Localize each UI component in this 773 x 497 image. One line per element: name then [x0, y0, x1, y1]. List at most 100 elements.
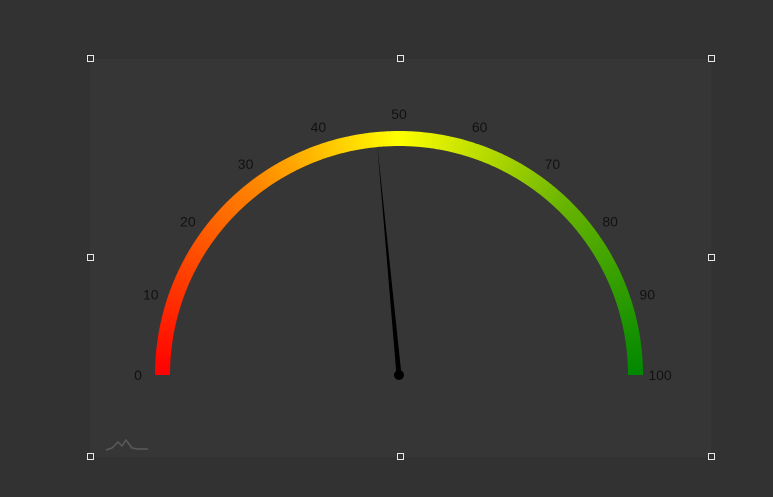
gauge-arc-segment: [542, 184, 555, 199]
gauge-arc: [155, 130, 643, 375]
gauge-arc-segment: [188, 247, 205, 259]
gauge-arc-segment: [476, 145, 486, 161]
gauge-arc-segment: [607, 274, 624, 285]
gauge-arc-segment: [623, 329, 640, 337]
resize-handle-bottom-left[interactable]: [87, 453, 94, 460]
gauge-arc-segment: [252, 177, 265, 192]
gauge-arc-segment: [610, 281, 627, 292]
gauge-arc-segment: [402, 131, 408, 147]
gauge-arc-segment: [288, 155, 299, 171]
gauge-arc-segment: [438, 134, 446, 151]
gauge-arc-segment: [553, 194, 567, 209]
gauge-arc-segment: [255, 175, 268, 190]
gauge-arc-segment: [627, 359, 643, 365]
gauge-arc-segment: [596, 250, 612, 263]
gauge-arc-segment: [298, 150, 309, 167]
gauge-arc-segment: [493, 152, 504, 169]
gauge-arc-segment: [246, 181, 260, 197]
gauge-arc-segment: [302, 149, 312, 165]
gauge-arc-segment: [606, 271, 622, 282]
gauge-arc-segment: [617, 303, 634, 312]
gauge-arc-segment: [268, 166, 280, 182]
chart-watermark-icon: [105, 438, 148, 451]
gauge-arc-segment: [620, 314, 637, 323]
gauge-arc-segment: [158, 328, 175, 336]
gauge-arc-segment: [323, 141, 333, 158]
resize-handle-top-left[interactable]: [87, 55, 94, 62]
gauge-arc-segment: [584, 231, 599, 244]
resize-handle-middle-left[interactable]: [87, 254, 94, 261]
gauge-arc-segment: [486, 149, 497, 166]
gauge-arc-segment: [570, 213, 585, 227]
gauge-arc-segment: [155, 370, 171, 375]
resize-handle-bottom-center[interactable]: [397, 453, 404, 460]
gauge-arc-segment: [489, 151, 500, 167]
gauge-arc-segment: [258, 172, 271, 188]
gauge-arc-segment: [594, 247, 610, 259]
gauge-arc-segment: [544, 186, 558, 202]
gauge-arc-segment: [155, 366, 171, 372]
gauge-tick-label: 60: [472, 119, 488, 135]
gauge-arc-segment: [550, 191, 564, 206]
gauge-arc-segment: [176, 270, 193, 281]
gauge-arc-segment: [586, 234, 602, 247]
gauge-arc-segment: [558, 199, 572, 214]
gauge-arc-segment: [334, 138, 343, 155]
gauge-arc-segment: [565, 207, 580, 222]
gauge-arc-segment: [615, 295, 632, 305]
gauge-arc-segment: [441, 135, 450, 151]
gauge-arc-segment: [621, 318, 638, 326]
gauge-arc-segment: [170, 284, 187, 295]
gauge-arc-segment: [187, 250, 203, 262]
gauge-arc-segment: [623, 325, 639, 333]
gauge-arc-segment: [237, 189, 251, 204]
gauge-arc-segment: [221, 204, 235, 219]
gauge-arc-segment: [391, 131, 396, 147]
gauge-tick-label: 90: [639, 286, 655, 302]
gauge-arc-segment: [163, 306, 180, 315]
gauge-arc-segment: [231, 194, 246, 209]
gauge-arc-segment: [469, 142, 479, 159]
gauge-tick-label: 70: [545, 156, 561, 172]
gauge-arc-segment: [509, 161, 521, 177]
gauge-arc-segment: [178, 267, 194, 278]
gauge-arc-segment: [455, 138, 464, 155]
gauge-arc-segment: [316, 143, 326, 160]
gauge-arc-segment: [597, 254, 614, 266]
gauge-arc-segment: [330, 139, 340, 156]
gauge-arc-segment: [271, 164, 283, 180]
gauge-arc-segment: [473, 144, 483, 160]
gauge-arc-segment: [195, 237, 210, 250]
gauge-arc-segment: [223, 202, 238, 216]
gauge-tick-label: 10: [143, 286, 159, 302]
gauge-arc-segment: [166, 295, 183, 305]
gauge-arc-segment: [431, 133, 438, 149]
resize-handle-top-right[interactable]: [708, 55, 715, 62]
gauge-arc-segment: [462, 140, 472, 157]
gauge-arc-segment: [555, 197, 570, 211]
gauge-arc-segment: [387, 131, 393, 147]
gauge-arc-segment: [582, 228, 597, 241]
gauge-arc-segment: [155, 362, 171, 368]
gauge-arc-segment: [192, 240, 208, 253]
gauge-tick-label: 50: [391, 106, 407, 122]
gauge-arc-segment: [448, 136, 457, 153]
resize-handle-bottom-right[interactable]: [708, 453, 715, 460]
gauge-arc-segment: [240, 186, 254, 201]
gauge-arc-segment: [160, 321, 176, 329]
gauge-arc-segment: [518, 166, 531, 182]
gauge-arc-segment: [502, 157, 514, 173]
gauge-arc-segment: [159, 324, 175, 333]
gauge-arc-segment: [536, 179, 550, 195]
resize-handle-middle-right[interactable]: [708, 254, 715, 261]
gauge-arc-segment: [573, 216, 588, 230]
gauge-arc-segment: [158, 332, 174, 340]
gauge-arc-segment: [226, 199, 241, 214]
gauge-needle-hub: [394, 370, 404, 380]
gauge-arc-segment: [203, 224, 219, 238]
resize-handle-top-center[interactable]: [397, 55, 404, 62]
gauge-arc-segment: [609, 278, 625, 288]
gauge-arc-segment: [164, 302, 181, 312]
gauge-arc-segment: [601, 260, 617, 272]
